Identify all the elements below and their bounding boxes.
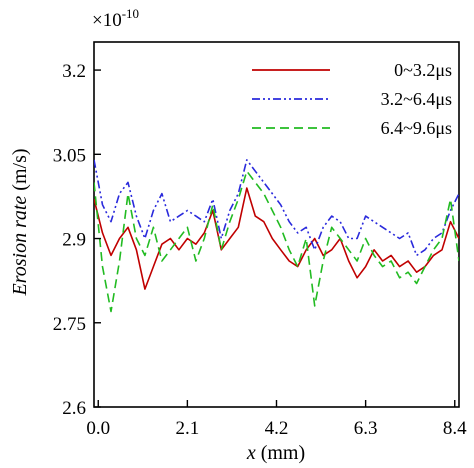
x-axis-title-unit: (mm) <box>256 442 305 464</box>
legend-label-1: 0~3.2μs <box>394 60 452 80</box>
x-axis-title: x (mm) <box>246 442 305 464</box>
series-line-3 <box>94 170 459 313</box>
ticks-layer: 0.0 2.1 4.2 6.3 8.4 2.6 2.75 2.9 3.05 3.2 <box>53 61 467 439</box>
x-tick-label: 6.3 <box>354 418 378 439</box>
y-multiplier-exp: -10 <box>122 6 139 21</box>
legend-label-2: 3.2~6.4μs <box>381 89 452 109</box>
x-axis-title-var: x <box>246 442 256 464</box>
y-multiplier-base: ×10 <box>92 10 122 31</box>
legend: 0~3.2μs 3.2~6.4μs 6.4~9.6μs <box>252 60 452 138</box>
y-tick-label: 2.9 <box>62 230 86 251</box>
y-tick-label: 2.6 <box>62 398 86 419</box>
y-tick-label: 3.05 <box>53 145 86 166</box>
x-tick-label: 0.0 <box>86 418 110 439</box>
y-multiplier: ×10-10 <box>92 6 139 31</box>
y-axis-title-var: Erosion rate <box>9 196 31 297</box>
y-axis-title: Erosion rate (m/s) <box>9 148 31 296</box>
legend-label-3: 6.4~9.6μs <box>381 118 452 138</box>
y-tick-label: 2.75 <box>53 314 86 335</box>
series-line-2 <box>94 159 459 257</box>
y-tick-label: 3.2 <box>62 61 86 82</box>
x-tick-label: 8.4 <box>443 418 467 439</box>
x-tick-label: 4.2 <box>265 418 289 439</box>
series-line-1 <box>94 187 459 290</box>
y-axis-title-unit: (m/s) <box>9 148 31 195</box>
series-layer <box>94 159 459 313</box>
x-tick-label: 2.1 <box>175 418 199 439</box>
